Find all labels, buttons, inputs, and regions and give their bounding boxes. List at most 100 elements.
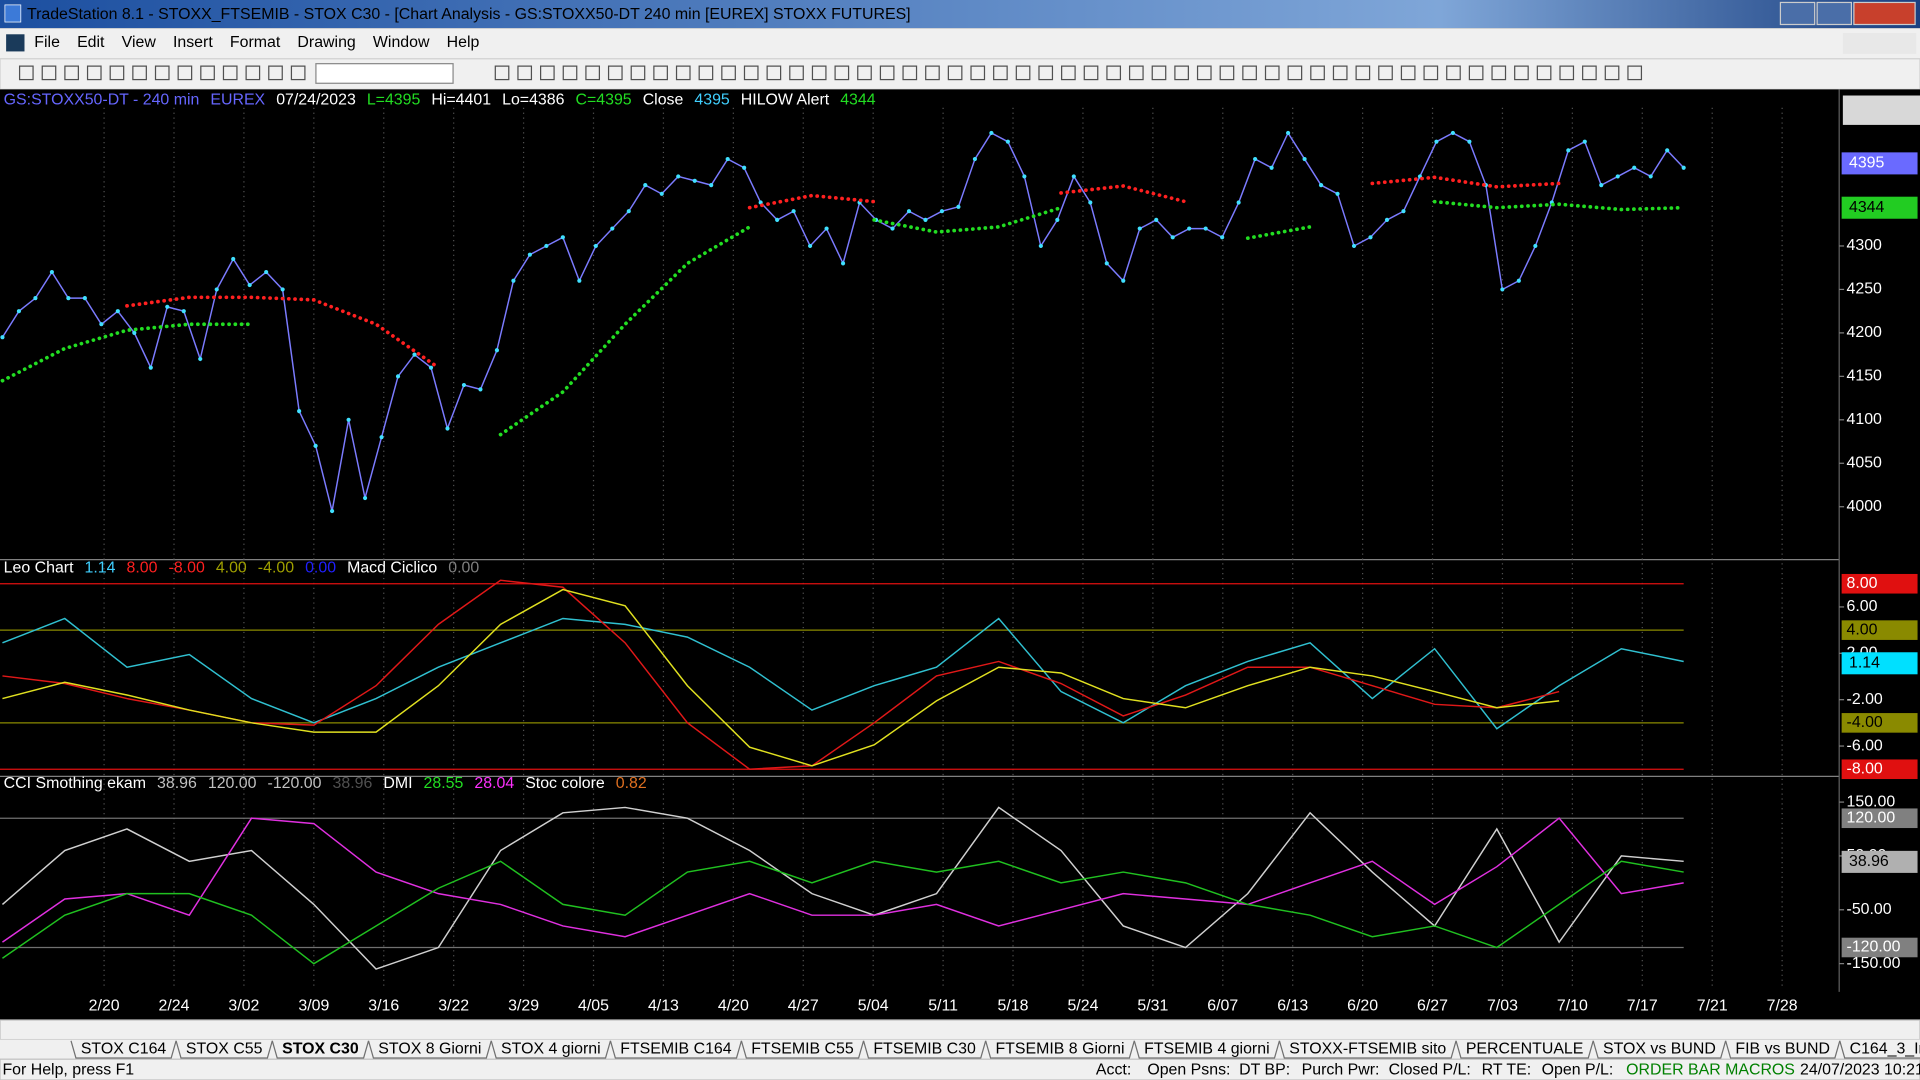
toolbar-icon[interactable]: [970, 65, 986, 81]
menu-item[interactable]: View: [122, 34, 157, 51]
sheet-tab[interactable]: FTSEMIB C55: [751, 1041, 854, 1058]
minimize-button[interactable]: [1779, 1, 1816, 26]
toolbar-icon[interactable]: [1355, 65, 1371, 81]
toolbar-icon[interactable]: [1627, 65, 1643, 81]
sheet-tab[interactable]: FTSEMIB C164: [620, 1041, 732, 1058]
maximize-button[interactable]: [1816, 1, 1853, 26]
toolbar-icon[interactable]: [1015, 65, 1031, 81]
toolbar-icon[interactable]: [1446, 65, 1461, 81]
toolbar-icon[interactable]: [607, 65, 623, 81]
toolbar-icon[interactable]: [1400, 65, 1416, 81]
sheet-tab[interactable]: STOX C55: [186, 1041, 263, 1058]
toolbar-icon[interactable]: [879, 65, 895, 81]
toolbar-icon[interactable]: [64, 65, 79, 81]
toolbar-icon[interactable]: [268, 65, 283, 81]
sheet-tab[interactable]: PERCENTUALE: [1466, 1041, 1584, 1058]
pane-header-item: 0.00: [448, 559, 479, 576]
toolbar-icon[interactable]: [1604, 65, 1620, 81]
toolbar-icon[interactable]: [1219, 65, 1235, 81]
toolbar-icon[interactable]: [1491, 65, 1507, 81]
sheet-tab[interactable]: FTSEMIB 4 giorni: [1144, 1041, 1270, 1058]
toolbar-icon[interactable]: [1514, 65, 1529, 81]
menu-item[interactable]: Drawing: [297, 34, 355, 51]
tick-label-bg: [1841, 713, 1918, 733]
toolbar-icon[interactable]: [1242, 65, 1257, 81]
sheet-tab[interactable]: FIB vs BUND: [1735, 1041, 1830, 1058]
sheet-tab[interactable]: STOX 8 Giorni: [378, 1041, 481, 1058]
toolbar-icon[interactable]: [1174, 65, 1189, 81]
toolbar-icon[interactable]: [1536, 65, 1552, 81]
toolbar-icon[interactable]: [653, 65, 668, 81]
toolbar-icon[interactable]: [1106, 65, 1122, 81]
sheet-tab[interactable]: STOXX-FTSEMIB sito: [1289, 1041, 1446, 1058]
chart-window-controls[interactable]: [1842, 95, 1920, 125]
toolbar-icon[interactable]: [222, 65, 238, 81]
toolbar-icon[interactable]: [41, 65, 57, 81]
horizontal-scrollbar[interactable]: [0, 1019, 1920, 1041]
toolbar-icon[interactable]: [1423, 65, 1439, 81]
toolbar-icon[interactable]: [517, 65, 533, 81]
menu-item[interactable]: Help: [447, 34, 480, 51]
sheet-tab[interactable]: STOX 4 giorni: [501, 1041, 601, 1058]
sheet-tab[interactable]: STOX vs BUND: [1603, 1041, 1716, 1058]
toolbar-icon[interactable]: [1332, 65, 1348, 81]
toolbar-icon[interactable]: [200, 65, 215, 81]
toolbar-icon[interactable]: [154, 65, 170, 81]
sheet-tab[interactable]: C164_3_Int: [1850, 1041, 1920, 1058]
toolbar-icon[interactable]: [290, 65, 306, 81]
toolbar-icon[interactable]: [1128, 65, 1144, 81]
toolbar-icon[interactable]: [698, 65, 714, 81]
sheet-tab[interactable]: STOX C30: [282, 1041, 359, 1058]
toolbar-icon[interactable]: [1083, 65, 1099, 81]
toolbar-icon[interactable]: [1378, 65, 1393, 81]
toolbar-icon[interactable]: [766, 65, 782, 81]
toolbar-icon[interactable]: [86, 65, 102, 81]
menu-item[interactable]: Insert: [173, 34, 213, 51]
toolbar-icon[interactable]: [109, 65, 125, 81]
toolbar-icon[interactable]: [811, 65, 827, 81]
toolbar-icon[interactable]: [1310, 65, 1325, 81]
toolbar-icon[interactable]: [1038, 65, 1054, 81]
toolbar-icon[interactable]: [540, 65, 555, 81]
price-point: [923, 217, 928, 222]
menu-item[interactable]: Format: [230, 34, 281, 51]
toolbar-icon[interactable]: [494, 65, 510, 81]
toolbar-icon[interactable]: [947, 65, 963, 81]
toolbar-icon[interactable]: [925, 65, 940, 81]
toolbar-icon[interactable]: [1287, 65, 1303, 81]
toolbar-icon[interactable]: [18, 65, 34, 81]
toolbar-icon[interactable]: [743, 65, 759, 81]
toolbar-icon[interactable]: [1559, 65, 1575, 81]
menu-item[interactable]: File: [34, 34, 60, 51]
toolbar-icon[interactable]: [562, 65, 578, 81]
toolbar-icon[interactable]: [585, 65, 600, 81]
toolbar-icon[interactable]: [1264, 65, 1280, 81]
mdi-controls[interactable]: [1842, 33, 1917, 54]
toolbar-icon[interactable]: [1582, 65, 1597, 81]
toolbar-icon[interactable]: [789, 65, 804, 81]
toolbar-icon[interactable]: [834, 65, 850, 81]
toolbar-icon[interactable]: [245, 65, 261, 81]
toolbar-icon[interactable]: [857, 65, 872, 81]
toolbar-icon[interactable]: [1468, 65, 1484, 81]
pane-header-item: Leo Chart: [4, 559, 74, 576]
sheet-tab[interactable]: STOX C164: [81, 1041, 167, 1058]
toolbar-icon[interactable]: [630, 65, 646, 81]
sheet-tab[interactable]: FTSEMIB C30: [873, 1041, 976, 1058]
menu-item[interactable]: Edit: [77, 34, 105, 51]
toolbar-icon[interactable]: [177, 65, 193, 81]
toolbar-icon[interactable]: [675, 65, 691, 81]
toolbar-icon[interactable]: [721, 65, 736, 81]
menu-item[interactable]: Window: [373, 34, 430, 51]
price-point: [1450, 130, 1455, 136]
sheet-tab[interactable]: FTSEMIB 8 Giorni: [995, 1041, 1124, 1058]
toolbar-icon[interactable]: [1151, 65, 1167, 81]
close-button[interactable]: [1853, 1, 1916, 26]
toolbar-icon[interactable]: [993, 65, 1008, 81]
toolbar-icon[interactable]: [132, 65, 147, 81]
toolbar-icon[interactable]: [1196, 65, 1212, 81]
symbol-combobox[interactable]: [315, 63, 454, 84]
toolbar-icon[interactable]: [1061, 65, 1076, 81]
toolbar-icon[interactable]: [902, 65, 918, 81]
